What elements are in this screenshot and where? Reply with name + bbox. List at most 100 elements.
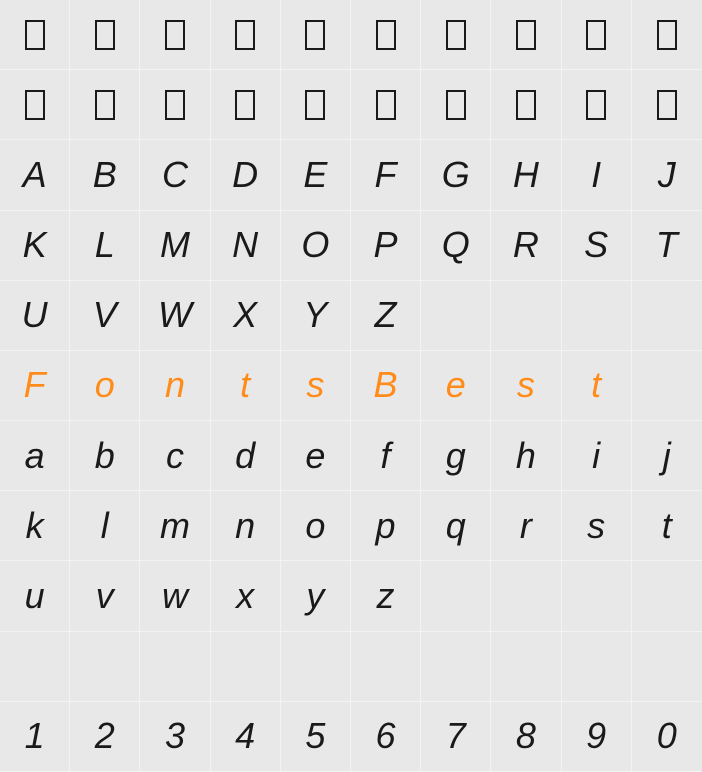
glyph-cell: Z	[351, 281, 421, 351]
glyph-cell	[421, 70, 491, 140]
glyph-cell	[70, 632, 140, 702]
glyph-cell	[0, 632, 70, 702]
missing-glyph-icon	[516, 20, 536, 50]
glyph-cell	[140, 632, 210, 702]
glyph-cell	[281, 632, 351, 702]
glyph-cell: L	[70, 211, 140, 281]
glyph-cell: U	[0, 281, 70, 351]
glyph-cell	[632, 561, 702, 631]
glyph-cell: W	[140, 281, 210, 351]
glyph-cell	[351, 632, 421, 702]
glyph-cell: e	[421, 351, 491, 421]
missing-glyph-icon	[165, 90, 185, 120]
glyph-cell: J	[632, 140, 702, 210]
glyph-cell: b	[70, 421, 140, 491]
glyph-cell: v	[70, 561, 140, 631]
missing-glyph-icon	[305, 90, 325, 120]
glyph-cell	[421, 281, 491, 351]
glyph-cell	[421, 0, 491, 70]
glyph-cell: j	[632, 421, 702, 491]
glyph-cell: 7	[421, 702, 491, 772]
glyph-cell: M	[140, 211, 210, 281]
glyph-cell: p	[351, 491, 421, 561]
glyph-cell: n	[211, 491, 281, 561]
glyph-cell: g	[421, 421, 491, 491]
glyph-cell: s	[281, 351, 351, 421]
missing-glyph-icon	[25, 20, 45, 50]
glyph-cell: I	[562, 140, 632, 210]
glyph-cell: k	[0, 491, 70, 561]
glyph-cell	[281, 0, 351, 70]
glyph-cell	[421, 561, 491, 631]
glyph-cell: o	[70, 351, 140, 421]
glyph-cell: R	[491, 211, 561, 281]
glyph-cell: T	[632, 211, 702, 281]
missing-glyph-icon	[25, 90, 45, 120]
glyph-cell: 3	[140, 702, 210, 772]
glyph-cell: 9	[562, 702, 632, 772]
glyph-cell	[491, 0, 561, 70]
glyph-cell: t	[632, 491, 702, 561]
glyph-cell	[351, 70, 421, 140]
glyph-cell: i	[562, 421, 632, 491]
missing-glyph-icon	[305, 20, 325, 50]
glyph-cell	[632, 351, 702, 421]
glyph-cell: u	[0, 561, 70, 631]
glyph-cell	[140, 0, 210, 70]
glyph-cell: o	[281, 491, 351, 561]
glyph-cell	[0, 70, 70, 140]
glyph-cell: x	[211, 561, 281, 631]
glyph-cell: e	[281, 421, 351, 491]
glyph-cell: P	[351, 211, 421, 281]
glyph-cell	[491, 281, 561, 351]
missing-glyph-icon	[657, 20, 677, 50]
glyph-cell	[632, 632, 702, 702]
glyph-cell: V	[70, 281, 140, 351]
glyph-cell: C	[140, 140, 210, 210]
missing-glyph-icon	[235, 90, 255, 120]
glyph-cell: q	[421, 491, 491, 561]
missing-glyph-icon	[586, 20, 606, 50]
missing-glyph-icon	[235, 20, 255, 50]
glyph-cell: m	[140, 491, 210, 561]
glyph-cell: H	[491, 140, 561, 210]
glyph-cell	[562, 281, 632, 351]
glyph-cell: F	[0, 351, 70, 421]
glyph-cell: t	[562, 351, 632, 421]
glyph-cell: 0	[632, 702, 702, 772]
glyph-cell: w	[140, 561, 210, 631]
glyph-cell: r	[491, 491, 561, 561]
glyph-cell: B	[351, 351, 421, 421]
glyph-cell	[491, 632, 561, 702]
glyph-cell: y	[281, 561, 351, 631]
glyph-cell: s	[562, 491, 632, 561]
glyph-cell: h	[491, 421, 561, 491]
glyph-cell: X	[211, 281, 281, 351]
glyph-cell: 5	[281, 702, 351, 772]
missing-glyph-icon	[586, 90, 606, 120]
glyph-cell: a	[0, 421, 70, 491]
glyph-cell: l	[70, 491, 140, 561]
glyph-cell: Y	[281, 281, 351, 351]
missing-glyph-icon	[376, 20, 396, 50]
glyph-cell	[70, 70, 140, 140]
glyph-cell: Q	[421, 211, 491, 281]
missing-glyph-icon	[165, 20, 185, 50]
glyph-cell: G	[421, 140, 491, 210]
glyph-cell	[421, 632, 491, 702]
glyph-cell	[0, 0, 70, 70]
glyph-cell: d	[211, 421, 281, 491]
missing-glyph-icon	[516, 90, 536, 120]
glyph-cell: O	[281, 211, 351, 281]
glyph-cell: s	[491, 351, 561, 421]
glyph-cell: 2	[70, 702, 140, 772]
glyph-cell	[211, 70, 281, 140]
glyph-cell: A	[0, 140, 70, 210]
glyph-cell	[70, 0, 140, 70]
glyph-cell	[281, 70, 351, 140]
glyph-cell: K	[0, 211, 70, 281]
glyph-cell: E	[281, 140, 351, 210]
glyph-cell: z	[351, 561, 421, 631]
missing-glyph-icon	[376, 90, 396, 120]
glyph-cell: S	[562, 211, 632, 281]
